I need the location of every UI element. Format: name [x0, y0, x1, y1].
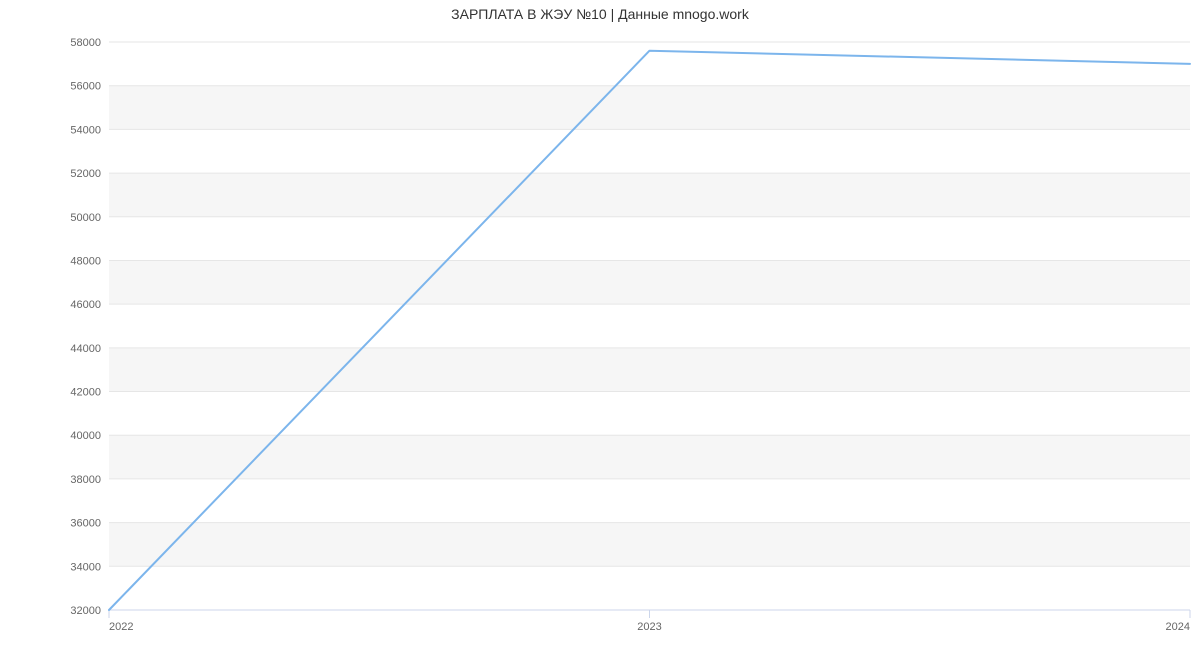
- y-tick-label: 34000: [70, 561, 101, 573]
- y-tick-label: 58000: [70, 37, 101, 49]
- y-tick-label: 56000: [70, 81, 101, 93]
- y-tick-label: 36000: [70, 518, 101, 530]
- x-tick-label: 2023: [637, 621, 661, 633]
- y-tick-label: 44000: [70, 343, 101, 355]
- chart-title: ЗАРПЛАТА В ЖЭУ №10 | Данные mnogo.work: [0, 6, 1200, 22]
- y-tick-label: 42000: [70, 387, 101, 399]
- y-tick-label: 40000: [70, 430, 101, 442]
- chart-svg: 32000 34000 36000 38000 40000 42000 44000 46000…: [0, 0, 1200, 650]
- y-tick-label: 46000: [70, 299, 101, 311]
- y-tick-label: 54000: [70, 124, 101, 136]
- y-tick-label: 48000: [70, 255, 101, 267]
- y-tick-label: 52000: [70, 168, 101, 180]
- y-tick-label: 50000: [70, 212, 101, 224]
- chart-container: ЗАРПЛАТА В ЖЭУ №10 | Данные mnogo.work 3…: [0, 0, 1200, 650]
- y-tick-label: 32000: [70, 605, 101, 617]
- y-tick-label: 38000: [70, 474, 101, 486]
- x-tick-label: 2022: [109, 621, 133, 633]
- x-tick-label: 2024: [1166, 621, 1190, 633]
